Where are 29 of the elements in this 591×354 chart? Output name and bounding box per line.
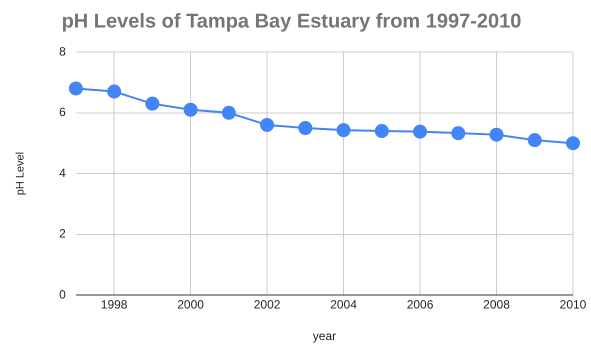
point xyxy=(374,124,389,138)
x-tick-label: 1998 xyxy=(100,298,128,312)
point xyxy=(68,81,83,96)
y-tick-label: 4 xyxy=(59,166,66,180)
x-tick-label: 2010 xyxy=(560,298,587,312)
x-axis-title: year xyxy=(312,329,336,344)
chart-title: pH Levels of Tampa Bay Estuary from 1997-2010 xyxy=(62,10,522,33)
point xyxy=(145,96,160,111)
point xyxy=(184,102,198,117)
x-tick-label: 2008 xyxy=(483,298,510,312)
y-tick-label: 6 xyxy=(59,105,66,120)
point xyxy=(413,124,428,139)
y-axis-title: pH Level xyxy=(14,152,27,196)
x-tick-label: 2006 xyxy=(406,298,434,312)
point xyxy=(566,136,580,150)
x-tick-label: 2004 xyxy=(330,298,358,312)
x-tick-label: 2000 xyxy=(177,298,204,312)
y-tick-label: 2 xyxy=(59,226,66,241)
x-tick-label: 2002 xyxy=(254,298,281,312)
point xyxy=(298,121,312,135)
point xyxy=(336,123,351,138)
point xyxy=(528,133,542,148)
point xyxy=(490,128,504,142)
y-tick-label: 8 xyxy=(59,44,66,58)
y-tick-label: 0 xyxy=(59,288,66,302)
point xyxy=(451,126,466,140)
point xyxy=(222,106,236,120)
point xyxy=(260,118,274,132)
point xyxy=(107,84,122,99)
